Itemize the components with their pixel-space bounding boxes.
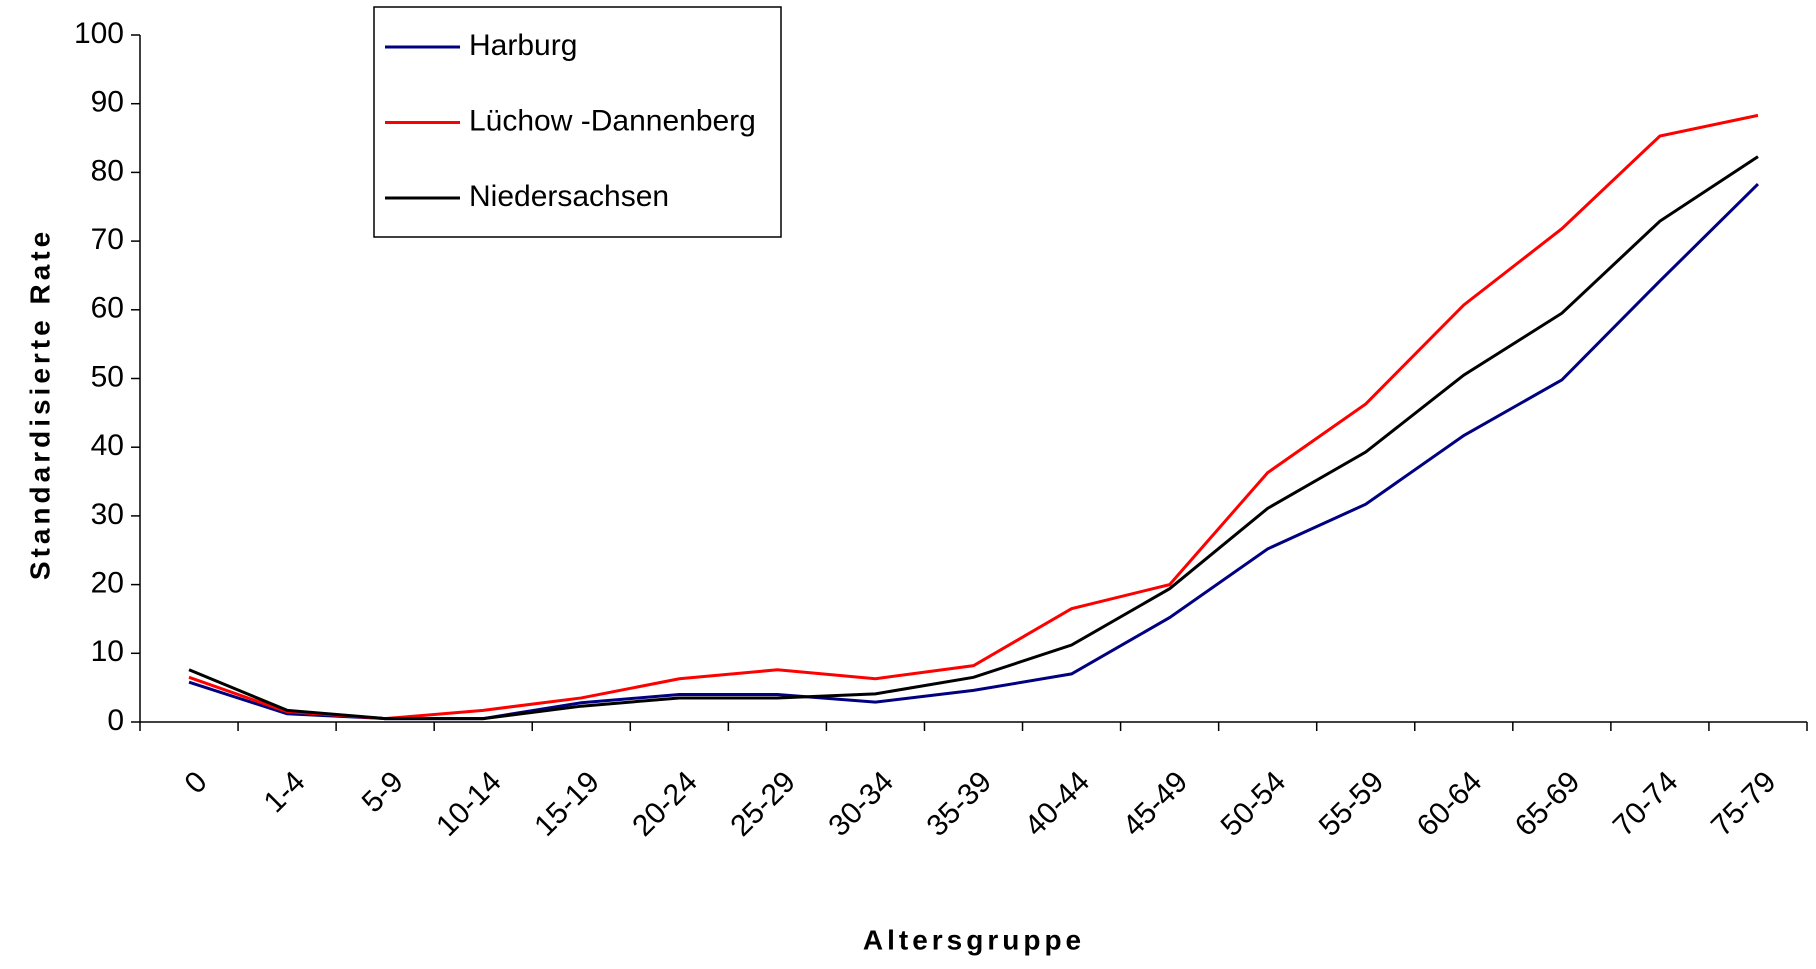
x-tick-label: 50-54: [1215, 765, 1293, 843]
y-tick-label: 30: [91, 498, 124, 531]
x-tick-label: 0: [178, 765, 213, 800]
x-tick-label: 5-9: [356, 765, 410, 819]
y-axis-title: Standardisierte Rate: [24, 228, 55, 580]
legend-label: Lüchow -Dannenberg: [469, 104, 756, 137]
x-tick-label: 15-19: [528, 765, 606, 843]
x-tick-label: 75-79: [1705, 765, 1783, 843]
y-tick-label: 100: [74, 17, 124, 50]
x-tick-label: 30-34: [822, 765, 900, 843]
x-tick-label: 55-59: [1313, 765, 1391, 843]
x-tick-label: 60-64: [1411, 765, 1489, 843]
x-tick-label: 1-4: [258, 765, 312, 819]
x-axis-title: Altersgruppe: [863, 924, 1085, 955]
legend-label: Harburg: [469, 29, 577, 62]
x-tick-label: 35-39: [920, 765, 998, 843]
x-tick-label: 25-29: [724, 765, 802, 843]
y-tick-label: 80: [91, 154, 124, 187]
y-tick-label: 20: [91, 567, 124, 600]
legend-label: Niedersachsen: [469, 180, 669, 213]
y-tick-label: 50: [91, 360, 124, 393]
x-tick-label: 45-49: [1117, 765, 1195, 843]
x-tick-label: 10-14: [430, 765, 508, 843]
x-tick-label: 65-69: [1509, 765, 1587, 843]
y-tick-label: 60: [91, 292, 124, 325]
x-tick-label: 20-24: [626, 765, 704, 843]
y-tick-label: 10: [91, 635, 124, 668]
y-tick-label: 70: [91, 223, 124, 256]
y-tick-label: 0: [107, 704, 124, 737]
x-tick-label: 70-74: [1607, 765, 1685, 843]
series-line: [188, 183, 1760, 721]
series-line: [188, 155, 1759, 721]
y-tick-label: 40: [91, 429, 124, 462]
series-line: [188, 113, 1759, 721]
x-tick-label: 40-44: [1019, 765, 1097, 843]
y-tick-label: 90: [91, 86, 124, 119]
